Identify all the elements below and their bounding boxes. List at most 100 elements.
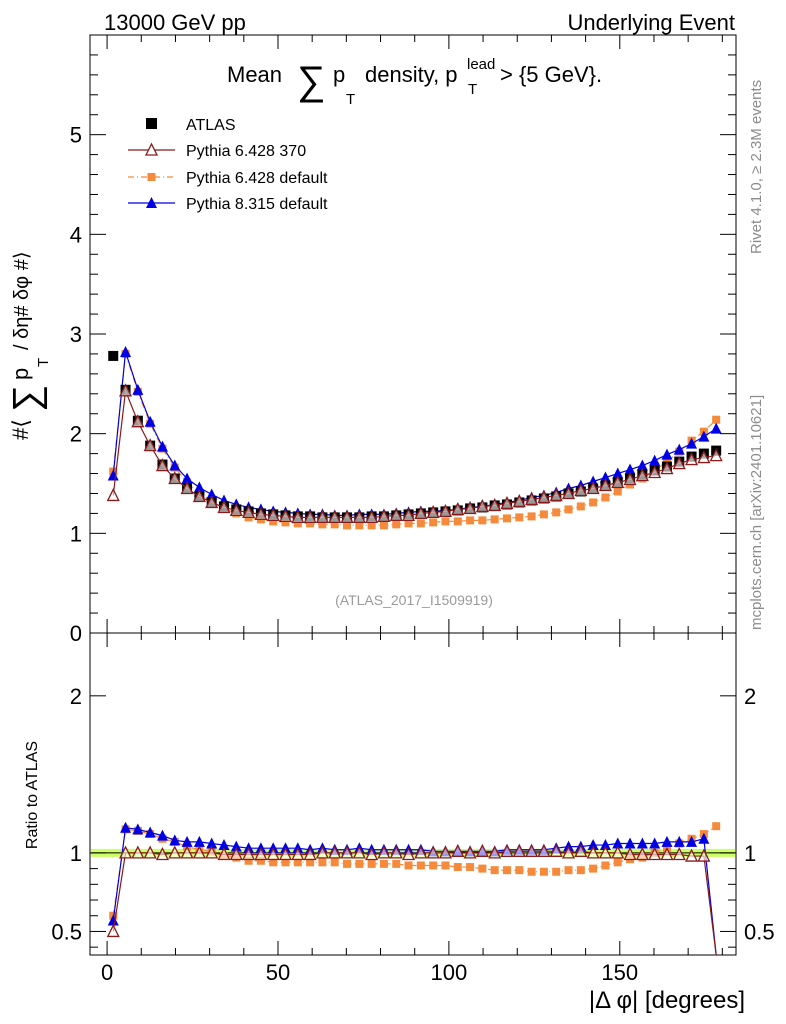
p6-370-point	[278, 508, 293, 523]
legend-label-p6-default: Pythia 6.428 default	[186, 170, 328, 187]
p6-default-point	[318, 520, 327, 529]
side-text-rivet: Rivet 4.1.0, ≥ 2.3M events	[748, 80, 765, 254]
legend-entry-atlas: ATLAS	[146, 117, 236, 134]
p6-default-point	[527, 512, 536, 521]
ratio-y-tick-label: 2	[70, 684, 82, 709]
ratio-p6-370-point	[242, 847, 256, 861]
main-y-tick-label: 0	[70, 621, 82, 646]
p6-default-point	[613, 487, 622, 496]
p8-default-point	[206, 488, 218, 500]
ratio-p6-default-point	[416, 861, 425, 870]
ratio-p6-370-point	[365, 847, 379, 861]
ratio-series-layer	[106, 821, 721, 956]
p6-default-point	[379, 521, 388, 530]
p6-default-point	[269, 517, 278, 526]
title-sum-symbol: ∑	[297, 59, 326, 103]
p6-default-point	[330, 520, 339, 529]
p6-default-point	[712, 415, 721, 424]
main-y-tick-label: 5	[70, 123, 82, 148]
ratio-p8-default-point	[132, 823, 144, 835]
ratio-p6-370-point	[635, 847, 649, 861]
title-sub-T-lead: T	[468, 81, 477, 98]
p6-370-point	[660, 461, 674, 475]
p6-default-point	[392, 520, 401, 529]
legend-entry-p8-default: Pythia 8.315 default	[128, 196, 328, 213]
p6-370-point	[365, 509, 379, 524]
title-middle: density, p	[365, 62, 458, 87]
p6-370-point	[352, 509, 366, 524]
legend-marker-p6-default	[147, 173, 156, 181]
p6-370-point	[586, 481, 600, 495]
p8-default-point	[710, 422, 722, 434]
ratio-p6-default-point	[379, 859, 388, 868]
ratio-p6-370-point	[266, 847, 280, 861]
ratio-p8-default-point	[156, 829, 168, 841]
x-tick-label: 50	[266, 960, 290, 985]
p6-370-point	[131, 414, 145, 428]
title-sup-lead: lead	[467, 56, 495, 73]
p8-default-point	[698, 430, 710, 442]
ratio-p6-370-point	[623, 847, 637, 861]
ratio-p8-default-point	[193, 835, 205, 847]
p6-default-point	[293, 519, 302, 528]
p8-default-point	[169, 459, 181, 471]
p6-default-point	[453, 517, 462, 526]
ratio-p8-default-point	[169, 834, 181, 846]
p6-370-point	[623, 472, 637, 486]
ratio-p6-default-point	[453, 863, 462, 872]
ratio-p6-370-point	[131, 845, 145, 859]
title-prefix: Mean	[227, 62, 282, 87]
main-y-tick-label: 1	[70, 521, 82, 546]
ratio-p6-370-point	[672, 847, 686, 861]
p6-370-point	[537, 489, 551, 504]
ratio-p6-370-point	[611, 845, 625, 859]
p6-370-point	[512, 493, 526, 508]
x-tick-label: 100	[431, 960, 468, 985]
ratio-p8-default-point	[120, 821, 132, 833]
p6-370-point	[525, 491, 539, 506]
ratio-y-tick-label: 0.5	[51, 919, 82, 944]
p6-370-point	[611, 475, 625, 489]
header-right: Underlying Event	[567, 10, 735, 35]
ratio-p6-default-point	[355, 859, 364, 868]
ratio-p6-370-point	[155, 847, 170, 861]
ratio-p6-370-point	[500, 843, 514, 857]
ratio-p8-default-point	[673, 835, 685, 847]
ratio-p6-default-point	[367, 859, 376, 868]
ratio-p8-default-point	[181, 835, 193, 847]
legend-label-p8-default: Pythia 8.315 default	[186, 196, 328, 213]
ratio-p6-370-line	[112, 850, 717, 956]
p6-default-point	[502, 514, 511, 523]
p6-default-point	[441, 517, 450, 526]
ratio-p6-default-point	[515, 866, 524, 875]
ratio-y-tick-label-right: 2	[744, 684, 756, 709]
ratio-p6-default-point	[392, 859, 401, 868]
p8-default-point	[599, 471, 611, 483]
p6-370-point	[697, 450, 711, 464]
p6-default-point	[343, 521, 352, 530]
ylabel-sub-T: T	[35, 358, 52, 367]
ratio-p8-default-point	[218, 839, 230, 851]
ylabel-p: p	[8, 368, 33, 380]
ratio-p6-370-point	[574, 843, 588, 857]
p6-370-point	[574, 483, 588, 497]
ratio-p6-default-point	[601, 861, 610, 870]
p8-default-point	[144, 415, 156, 427]
main-y-tick-label: 2	[70, 422, 82, 447]
p6-370-point	[488, 497, 502, 512]
p6-default-point	[601, 493, 610, 502]
p6-default-point	[515, 513, 524, 522]
ylabel-rest: / δη# δφ #⟩	[11, 251, 33, 350]
ratio-p6-default-point	[576, 866, 585, 875]
ratio-p6-370-point	[598, 845, 612, 859]
p6-370-point	[192, 489, 206, 503]
ratio-p6-default-point	[466, 863, 475, 872]
p6-370-point	[672, 456, 686, 470]
p6-default-point	[429, 518, 438, 527]
ratio-p6-370-point	[106, 923, 120, 938]
ratio-p6-370-point	[438, 845, 453, 859]
p6-370-point	[685, 452, 699, 466]
ratio-p6-370-point	[561, 845, 576, 859]
axes-ticks: 0 50 100 150 0 1 2 3 4 5 0.5 0.5 1 1 2 2	[51, 35, 775, 985]
p6-default-point	[404, 519, 413, 528]
